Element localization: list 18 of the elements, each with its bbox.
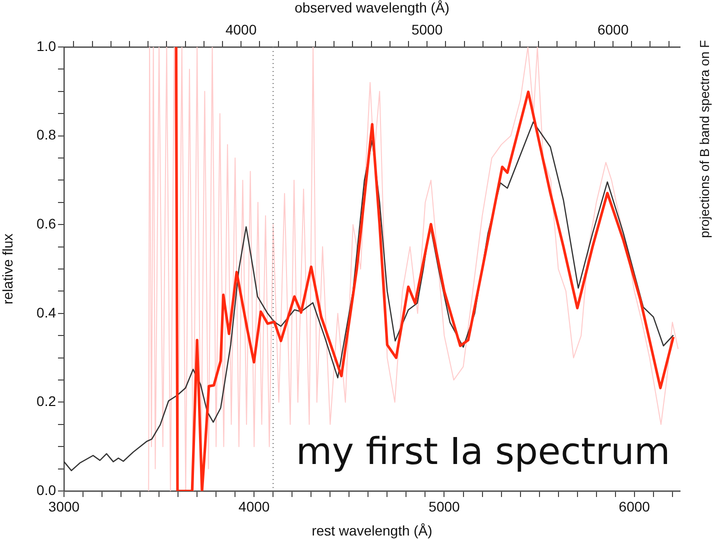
y-tick-label: 0.8 [36,126,56,143]
x-axis-title: rest wavelength (Å) [312,522,432,538]
y-tick-label: 0.4 [36,304,56,320]
x2-tick-label: 6000 [597,21,629,38]
annotation: my first Ia spectrum [296,430,670,473]
y-axis-title: relative flux [0,234,16,304]
x-tick-label: 3000 [48,498,80,514]
x-tick-label: 6000 [618,498,650,514]
x-tick-label: 5000 [428,498,460,514]
x2-axis-title: observed wavelength (Å) [294,0,450,16]
x2-tick-label: 5000 [411,21,443,38]
text: projections of B band spectra on F [697,40,712,238]
y-tick-label: 0.0 [36,482,56,498]
y-tick-label: 0.6 [36,215,56,232]
y-tick-label: 0.2 [36,393,56,410]
y-tick-label: 1.0 [36,38,56,54]
x2-tick-label: 4000 [225,21,257,38]
x-tick-label: 4000 [238,498,270,514]
